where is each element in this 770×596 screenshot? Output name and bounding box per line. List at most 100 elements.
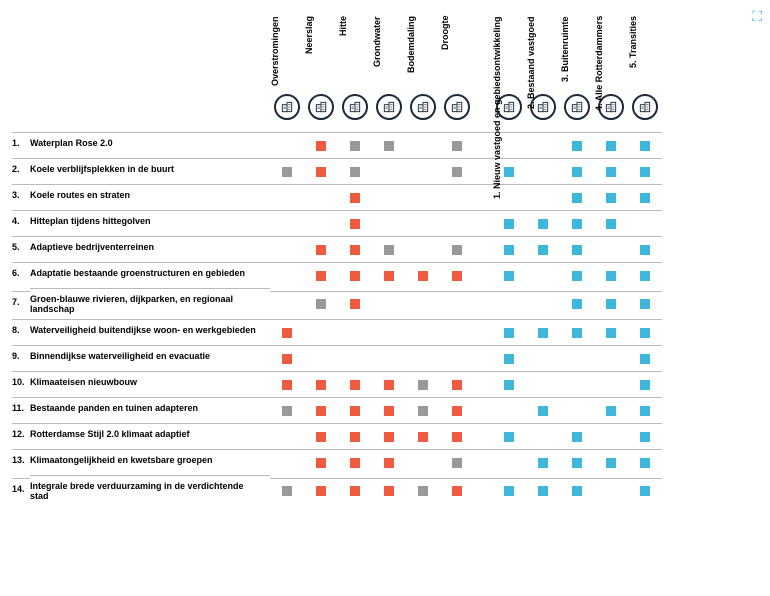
col-icon-4 [410,94,436,120]
cell [628,478,662,504]
cell [338,132,372,158]
cell [492,291,526,317]
cell [338,291,372,317]
goal-header-0: 1. Nieuw vastgoed en gebiedsontwikkeling [492,12,502,90]
row-label: Klimaateisen nieuwbouw [30,371,270,397]
cell [372,397,406,423]
cell [594,210,628,236]
row-num: 1. [12,132,30,158]
row-label: Groen-blauwe rivieren, dijkparken, en re… [30,288,270,319]
cell [628,319,662,345]
cell [440,291,474,317]
cell [270,291,304,317]
cell [526,132,560,158]
cell [270,262,304,288]
cell [270,478,304,504]
cell [628,158,662,184]
cell [338,184,372,210]
cell [304,345,338,371]
cell [372,158,406,184]
goal-header-2: 3. Buitenruimte [560,12,570,90]
row-num: 2. [12,158,30,184]
cell [270,210,304,236]
cell [338,397,372,423]
cell [338,236,372,262]
cell [440,262,474,288]
goal-header-1: 2. Bestaand vastgoed [526,12,536,90]
cell [594,236,628,262]
cell [270,449,304,475]
col-header-0: Overstromingen [270,12,280,90]
cell [338,423,372,449]
row-num: 4. [12,210,30,236]
cell [594,132,628,158]
row-num: 11. [12,397,30,423]
cell [440,345,474,371]
cell [560,319,594,345]
cell [492,449,526,475]
col-header-1: Neerslag [304,12,314,90]
cell [492,345,526,371]
cell [628,397,662,423]
cell [338,345,372,371]
cell [560,449,594,475]
cell [440,319,474,345]
cell [372,184,406,210]
cell [560,423,594,449]
cell [338,319,372,345]
cell [304,478,338,504]
cell [440,158,474,184]
cell [492,236,526,262]
row-num: 10. [12,371,30,397]
cell [372,319,406,345]
cell [372,210,406,236]
cell [304,184,338,210]
row-label: Integrale brede verduurzaming in de verd… [30,475,270,506]
cell [560,184,594,210]
col-icon-3 [376,94,402,120]
cell [406,397,440,423]
row-num: 9. [12,345,30,371]
cell [270,236,304,262]
cell [304,449,338,475]
cell [526,236,560,262]
cell [628,371,662,397]
cell [526,319,560,345]
cell [304,132,338,158]
cell [560,371,594,397]
cell [372,345,406,371]
cell [372,449,406,475]
cell [492,262,526,288]
col-icon-0 [274,94,300,120]
cell [440,184,474,210]
cell [560,262,594,288]
row-num: 5. [12,236,30,262]
cell [526,423,560,449]
cell [372,478,406,504]
cell [526,158,560,184]
cell [440,423,474,449]
cell [492,371,526,397]
cell [440,132,474,158]
cell [628,345,662,371]
cell [628,184,662,210]
matrix-table: OverstromingenNeerslagHitteGrondwaterBod… [12,12,758,506]
cell [406,345,440,371]
cell [560,397,594,423]
cell [628,262,662,288]
cell [270,158,304,184]
cell [406,132,440,158]
cell [526,262,560,288]
col-icon-1 [308,94,334,120]
cell [440,449,474,475]
cell [560,478,594,504]
cell [440,371,474,397]
row-label: Hitteplan tijdens hittegolven [30,210,270,236]
cell [594,423,628,449]
row-num: 13. [12,449,30,475]
row-num: 14. [12,478,30,504]
cell [270,184,304,210]
cell [628,210,662,236]
cell [492,423,526,449]
row-label: Waterveiligheid buitendijkse woon- en we… [30,319,270,345]
